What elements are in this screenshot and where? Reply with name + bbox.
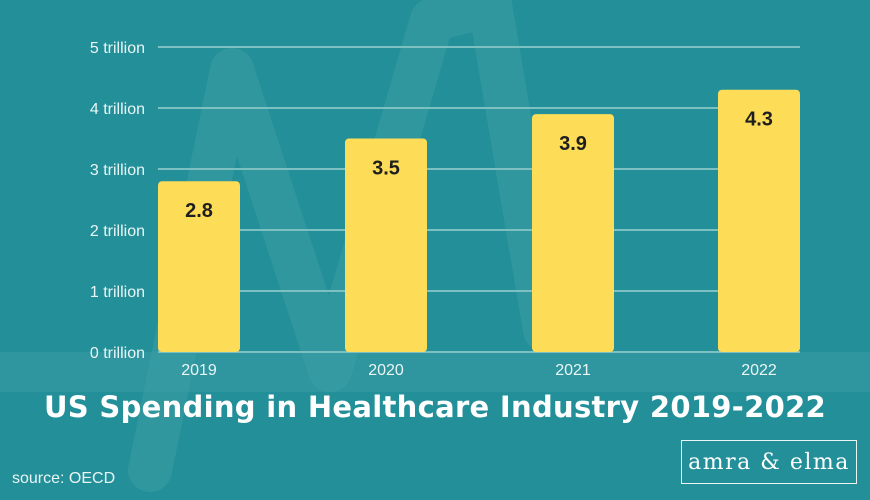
x-tick-label: 2021 [555,362,591,379]
y-axis-ticks: 0 trillion 1 trillion 2 trillion 3 trillion… [90,40,145,362]
bar [532,114,614,352]
bar-value-label: 4.3 [745,109,773,131]
y-tick-label: 4 trillion [90,101,145,118]
brand-logo-text: amra & elma [688,449,850,475]
y-tick-label: 3 trillion [90,162,145,179]
bars: 2.8 3.5 3.9 4.3 [158,89,800,352]
bar-value-label: 3.5 [372,158,400,180]
gridlines [158,46,800,353]
x-tick-label: 2022 [741,362,777,379]
x-tick-label: 2020 [368,362,404,379]
source-note: source: OECD [12,470,116,487]
bar [158,181,240,352]
y-tick-label: 0 trillion [90,345,145,362]
bar-value-label: 3.9 [559,133,587,155]
brand-logo: amra & elma [681,440,857,484]
chart-title: US Spending in Healthcare Industry 2019-… [43,390,827,424]
bar [345,138,427,352]
y-tick-label: 1 trillion [90,284,145,301]
bar-value-label: 2.8 [185,200,213,222]
x-tick-label: 2019 [181,362,217,379]
y-tick-label: 2 trillion [90,223,145,240]
x-axis-ticks: 2019 2020 2021 2022 [181,362,777,379]
y-tick-label: 5 trillion [90,40,145,57]
bar [718,89,800,352]
